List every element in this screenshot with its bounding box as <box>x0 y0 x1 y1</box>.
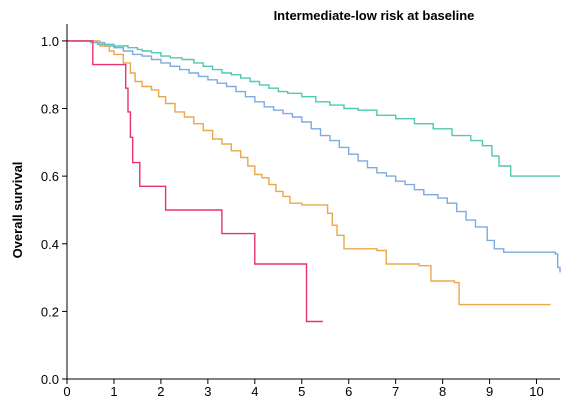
x-tick-label: 4 <box>251 384 258 399</box>
x-tick-label: 0 <box>63 384 70 399</box>
survival-curve-4 <box>67 40 323 323</box>
axes-layer: 0.0 0.2 0.4 0.6 0.8 1.0 0 1 2 3 4 5 6 7 8 9 10 <box>41 24 560 399</box>
x-tick-label: 1 <box>110 384 117 399</box>
y-tick-label: 0.0 <box>41 372 59 387</box>
y-tick-label: 0.4 <box>41 237 59 252</box>
x-tick-label: 6 <box>345 384 352 399</box>
x-tick-label: 2 <box>157 384 164 399</box>
y-tick-label: 0.8 <box>41 102 59 117</box>
x-tick-label: 9 <box>486 384 493 399</box>
x-tick-label: 7 <box>392 384 399 399</box>
survival-curve-1 <box>67 40 560 177</box>
survival-curve-3 <box>67 40 551 306</box>
y-tick-label: 0.6 <box>41 169 59 184</box>
survival-curve-2 <box>67 40 561 273</box>
x-tick-label: 3 <box>204 384 211 399</box>
x-tick-label: 5 <box>298 384 305 399</box>
chart-title: Intermediate-low risk at baseline <box>274 8 475 23</box>
x-tick-label: 8 <box>439 384 446 399</box>
y-tick-label: 1.0 <box>41 34 59 49</box>
y-tick-label: 0.2 <box>41 304 59 319</box>
series-layer <box>67 40 561 323</box>
x-tick-label: 10 <box>529 384 543 399</box>
y-axis-label: Overall survival <box>10 162 25 259</box>
